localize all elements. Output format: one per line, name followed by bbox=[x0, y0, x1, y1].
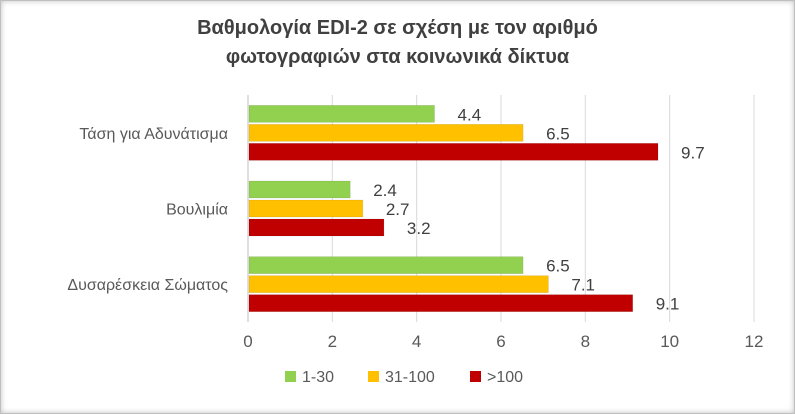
x-tick-label: 6 bbox=[496, 332, 505, 351]
data-label: 7.1 bbox=[571, 276, 595, 295]
bar bbox=[248, 275, 549, 293]
bar bbox=[248, 294, 633, 312]
x-tick-label: 10 bbox=[660, 332, 679, 351]
category-label: Τάση για Αδυνάτισμα bbox=[79, 126, 228, 143]
bar bbox=[248, 143, 659, 161]
x-tick-label: 2 bbox=[328, 332, 337, 351]
bar bbox=[248, 124, 524, 142]
legend-swatch bbox=[470, 371, 481, 382]
data-label: 6.5 bbox=[546, 257, 570, 276]
x-tick-label: 4 bbox=[412, 332, 421, 351]
data-label: 6.5 bbox=[546, 124, 570, 143]
data-label: 3.2 bbox=[407, 219, 431, 238]
bar bbox=[248, 199, 364, 218]
data-label: 2.4 bbox=[373, 181, 397, 200]
x-tick-label: 12 bbox=[745, 332, 764, 351]
bar bbox=[248, 256, 524, 274]
legend-swatch bbox=[368, 371, 379, 382]
bar bbox=[248, 105, 435, 123]
x-tick-label: 0 bbox=[243, 332, 252, 351]
category-label: Δυσαρέσκεια Σώματος bbox=[67, 277, 228, 294]
chart-title-line-1: Βαθμολογία EDI-2 σε σχέση με τον αριθμό bbox=[197, 17, 598, 39]
legend-label: >100 bbox=[487, 369, 523, 386]
chart-title-line-2: φωτογραφιών στα κοινωνικά δίκτυα bbox=[225, 46, 570, 68]
data-label: 2.7 bbox=[386, 200, 410, 219]
data-label: 9.7 bbox=[681, 143, 705, 162]
legend-swatch bbox=[285, 371, 296, 382]
legend-label: 31-100 bbox=[385, 369, 435, 386]
x-tick-label: 8 bbox=[581, 332, 590, 351]
data-label: 4.4 bbox=[458, 105, 482, 124]
category-label: Βουλιμία bbox=[166, 202, 228, 219]
legend-label: 1-30 bbox=[302, 369, 334, 386]
data-label: 9.1 bbox=[656, 295, 680, 314]
chart-title: Βαθμολογία EDI-2 σε σχέση με τον αριθμό … bbox=[0, 14, 795, 72]
bar bbox=[248, 218, 385, 237]
bar bbox=[248, 180, 351, 199]
